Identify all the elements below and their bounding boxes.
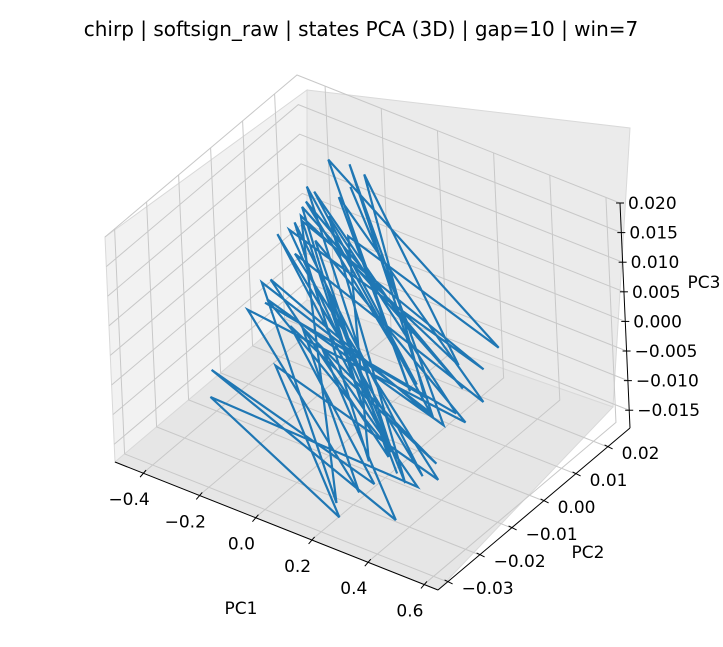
x-tick-label-0: −0.4 xyxy=(108,490,149,510)
z-gridline-4 xyxy=(108,163,625,327)
z-gridline-6 xyxy=(105,104,622,267)
series-line xyxy=(209,158,500,521)
z-tick-label-5: 0.010 xyxy=(631,253,680,273)
y-tick-5 xyxy=(604,444,613,450)
chart-title: chirp | softsign_raw | states PCA (3D) |… xyxy=(84,17,639,41)
y-tick-4 xyxy=(572,471,581,477)
y-tick-0 xyxy=(444,579,453,585)
x-tick-3 xyxy=(308,536,315,545)
y-tick-label-1: −0.02 xyxy=(494,552,546,572)
x-tick-0 xyxy=(139,469,147,478)
z-tick-label-3: 0.000 xyxy=(633,312,682,332)
y-gridline-1 xyxy=(146,201,480,556)
z-axis-line xyxy=(619,202,631,429)
y-tick-label-0: −0.03 xyxy=(462,579,514,599)
y-tick-2 xyxy=(508,525,517,531)
z-tick-label-2: −0.005 xyxy=(635,342,698,362)
x-tick-5 xyxy=(420,581,428,589)
x-tick-label-3: 0.2 xyxy=(284,557,311,577)
y-gridline-3 xyxy=(210,147,544,502)
axis-lines xyxy=(114,202,631,591)
z-tick-label-1: −0.010 xyxy=(636,372,699,392)
z-gridline-5 xyxy=(107,133,623,297)
z-tick-label-6: 0.015 xyxy=(629,224,678,244)
z-tick-label-0: −0.015 xyxy=(637,401,700,421)
y-tick-1 xyxy=(476,552,485,558)
y-gridline-4 xyxy=(242,120,576,475)
x-axis-label: PC1 xyxy=(225,599,258,619)
y-tick-3 xyxy=(540,498,549,504)
z-tick-label-4: 0.005 xyxy=(632,283,681,303)
y-tick-label-3: 0.00 xyxy=(558,498,596,518)
z-axis-label: PC3 xyxy=(688,273,721,293)
y-tick-label-4: 0.01 xyxy=(590,471,628,491)
x-gridline-4 xyxy=(367,175,561,563)
y-gridline-0 xyxy=(114,228,448,583)
x-gridline-5 xyxy=(423,197,617,585)
x-tick-label-4: 0.4 xyxy=(340,579,367,599)
z-gridline-3 xyxy=(109,192,626,356)
x-axis-line xyxy=(114,461,439,591)
x-gridline-3 xyxy=(311,152,505,541)
z-tick-label-7: 0.020 xyxy=(628,194,677,214)
tick-labels: −0.4−0.20.00.20.40.6−0.03−0.02−0.010.000… xyxy=(108,194,700,621)
x-tick-2 xyxy=(252,514,259,522)
z-gridline-7 xyxy=(104,74,621,238)
series-trajectory xyxy=(209,158,500,521)
x-tick-label-1: −0.2 xyxy=(165,512,206,532)
y-tick-label-2: −0.01 xyxy=(526,525,578,545)
x-tick-label-5: 0.6 xyxy=(396,601,423,621)
y-tick-label-5: 0.02 xyxy=(622,444,660,464)
y-gridline-5 xyxy=(274,93,608,448)
y-gridline-2 xyxy=(178,174,512,529)
x-tick-1 xyxy=(195,492,203,500)
x-tick-4 xyxy=(364,558,372,567)
y-axis-label: PC2 xyxy=(572,543,605,563)
x-tick-label-2: 0.0 xyxy=(228,535,255,555)
y-axis-line xyxy=(437,427,631,591)
